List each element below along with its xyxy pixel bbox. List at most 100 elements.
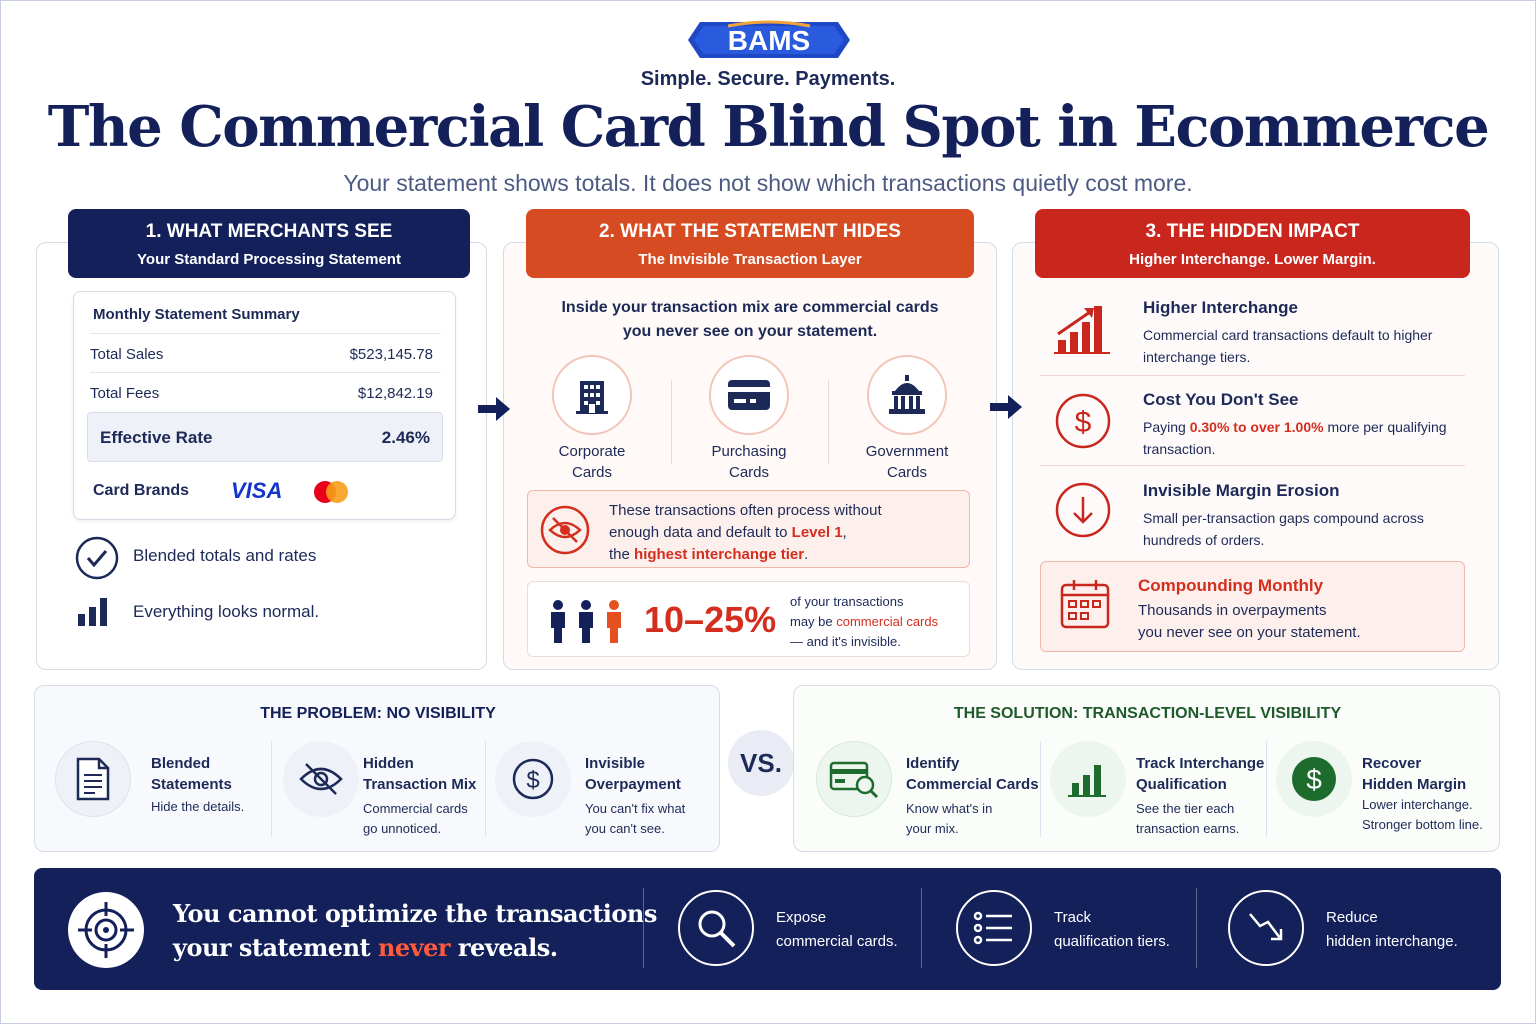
divider: [828, 380, 829, 464]
item-title: Overpayment: [585, 776, 681, 793]
item-title: Invisible: [585, 755, 646, 772]
impact-desc: Paying 0.30% to over 1.00% more per qual…: [1143, 419, 1447, 457]
rate-range-highlight: 0.30% to over 1.00%: [1189, 419, 1324, 435]
divider: [1196, 888, 1197, 968]
svg-text:$: $: [526, 767, 539, 794]
warning-line3: the highest interchange tier.: [609, 546, 809, 563]
compounding-title: Compounding Monthly: [1138, 576, 1324, 595]
calendar-icon: [1060, 580, 1110, 629]
point-blended-totals: Blended totals and rates: [133, 546, 317, 565]
target-icon: [78, 902, 134, 958]
footer-line1: You cannot optimize the transactions: [173, 899, 657, 928]
impact-desc: Small per-transaction gaps compound acro…: [1143, 510, 1424, 548]
solution-box: THE SOLUTION: TRANSACTION-LEVEL VISIBILI…: [793, 685, 1500, 852]
effective-value: 2.46%: [381, 428, 430, 447]
panel3-subheading: Higher Interchange. Lower Margin.: [1129, 251, 1376, 268]
document-icon: [76, 757, 110, 801]
item-desc: you can't see.: [585, 821, 665, 836]
divider: [1040, 741, 1041, 837]
item-desc: your mix.: [906, 821, 959, 836]
credit-card-icon: [728, 380, 770, 410]
page-subtitle: Your statement shows totals. It does not…: [343, 170, 1193, 196]
tagline: Simple. Secure. Payments.: [640, 68, 896, 90]
card-label-line2: Cards: [571, 464, 612, 481]
item-title: Blended: [151, 755, 211, 772]
row-value: $523,145.78: [349, 346, 433, 363]
item-desc: transaction earns.: [1136, 821, 1240, 836]
card-label-line2: Cards: [886, 464, 927, 481]
card-label-line1: Government: [865, 443, 949, 460]
warning-line2: enough data and default to Level 1,: [609, 524, 847, 541]
impact-title: Cost You Don't See: [1143, 390, 1299, 409]
panel2-heading: 2. WHAT THE STATEMENT HIDES: [599, 221, 901, 242]
row-label: Total Sales: [90, 346, 164, 363]
svg-text:$: $: [1075, 406, 1092, 439]
panel2-subheading: The Invisible Transaction Layer: [638, 251, 862, 268]
impact-desc: Commercial card transactions default to …: [1143, 327, 1433, 365]
item-desc: Lower interchange.: [1362, 797, 1473, 812]
statement-row-sales: Total Sales $523,145.78: [90, 333, 441, 363]
warning-line1: These transactions often process without: [609, 502, 882, 519]
impact-cost-you-dont-see: $ Cost You Don't See Paying 0.30% to ove…: [1040, 390, 1465, 460]
item-title: Track Interchange: [1136, 755, 1265, 772]
arrow-right-icon: [478, 397, 510, 421]
card-label-line1: Corporate: [558, 443, 626, 460]
problem-box: THE PROBLEM: NO VISIBILITY Blended Statem…: [34, 685, 720, 852]
problem-item-blended: Blended Statements Hide the details.: [55, 741, 275, 841]
solution-item-identify: Identify Commercial Cards Know what's in y…: [816, 741, 1039, 841]
capitol-icon: [889, 375, 925, 414]
compounding-monthly-box: Compounding Monthly Thousands in overpay…: [1040, 561, 1465, 652]
vs-badge: VS.: [728, 730, 794, 796]
bams-logo: BAMS: [688, 20, 850, 58]
compounding-line2: you never see on your statement.: [1138, 624, 1361, 641]
divider: [1266, 741, 1267, 837]
item-desc: Know what's in: [906, 801, 993, 816]
item-desc: You can't fix what: [585, 801, 686, 816]
footer-item-line1: Expose: [776, 909, 827, 926]
rising-bars-icon: [1054, 306, 1110, 354]
eye-slash-icon: [540, 505, 590, 555]
dollar-circle-icon: $: [512, 758, 554, 800]
item-desc: Stronger bottom line.: [1362, 817, 1483, 832]
effective-rate-row: Effective Rate 2.46%: [87, 412, 443, 462]
panel1-heading: 1. WHAT MERCHANTS SEE: [145, 221, 393, 242]
government-cards-item: Government Cards: [847, 355, 967, 483]
bar-chart-icon: [78, 598, 107, 626]
footer-line2: your statement never reveals.: [173, 933, 558, 962]
divider: [1040, 375, 1465, 376]
solution-item-track: Track Interchange Qualification See the t…: [1050, 741, 1270, 841]
divider: [921, 888, 922, 968]
dollar-coin-icon: $: [1292, 757, 1336, 801]
panel1-header: 1. WHAT MERCHANTS SEE Your Standard Proc…: [68, 209, 470, 278]
never-highlight: never: [377, 933, 451, 962]
stat-line3: — and it's invisible.: [790, 634, 901, 649]
solution-heading: THE SOLUTION: TRANSACTION-LEVEL VISIBILI…: [953, 705, 1342, 722]
item-desc: Hide the details.: [151, 799, 245, 814]
statement-row-fees: Total Fees $12,842.19: [90, 372, 441, 402]
footer-item-line2: commercial cards.: [776, 933, 898, 950]
divider: [271, 741, 272, 837]
compounding-line1: Thousands in overpayments: [1138, 602, 1327, 619]
card-brands-label: Card Brands: [93, 482, 190, 499]
card-search-icon: [829, 761, 879, 799]
item-title: Qualification: [1136, 776, 1227, 793]
building-icon: [576, 381, 608, 414]
row-value: $12,842.19: [357, 385, 433, 402]
item-title: Identify: [906, 755, 960, 772]
svg-text:$: $: [1306, 764, 1322, 795]
list-icon: [973, 911, 1012, 945]
trend-down-icon: [1249, 913, 1283, 941]
item-title: Hidden: [363, 755, 414, 772]
footer-item-line2: hidden interchange.: [1326, 933, 1458, 950]
intro-line2: you never see on your statement.: [622, 323, 878, 340]
divider: [1040, 465, 1465, 466]
divider: [643, 888, 644, 968]
footer-message: You cannot optimize the transactions you…: [173, 897, 657, 965]
impact-title: Invisible Margin Erosion: [1143, 481, 1340, 500]
footer-banner: You cannot optimize the transactions you…: [34, 868, 1501, 990]
check-circle-icon: [75, 536, 119, 580]
solution-item-recover: $ Recover Hidden Margin Lower interchange…: [1276, 741, 1496, 841]
panel3-heading: 3. THE HIDDEN IMPACT: [1145, 221, 1360, 242]
impact-margin-erosion: Invisible Margin Erosion Small per-trans…: [1040, 481, 1465, 551]
magnifier-icon: [698, 910, 736, 948]
